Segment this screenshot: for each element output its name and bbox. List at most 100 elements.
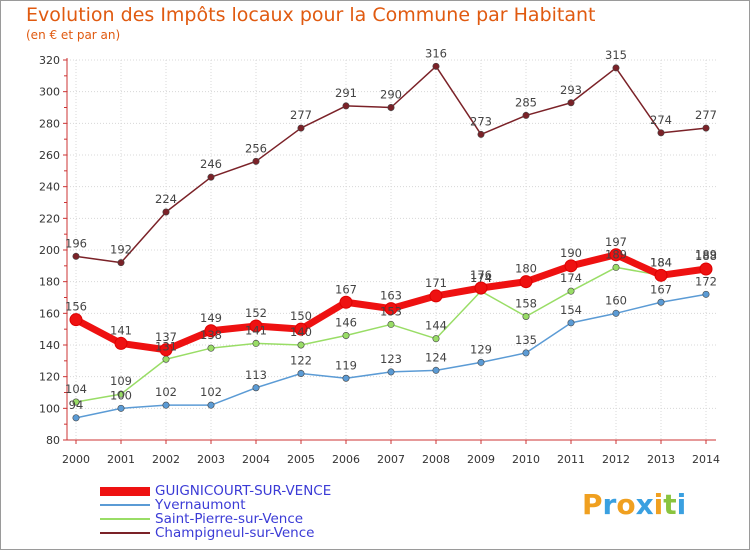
- x-tick-label: 2008: [422, 453, 450, 466]
- data-label-guignicourt-sur-vence: 176: [470, 268, 492, 282]
- data-label-champigneul-sur-vence: 277: [290, 108, 312, 122]
- data-label-champigneul-sur-vence: 293: [560, 83, 582, 97]
- y-tick-label: 100: [39, 402, 60, 415]
- legend-swatch-yvernaumont: [100, 504, 150, 506]
- x-tick-label: 2007: [377, 453, 405, 466]
- data-label-guignicourt-sur-vence: 141: [110, 323, 132, 337]
- data-label-saint-pierre-sur-vence: 109: [110, 374, 132, 388]
- x-tick-label: 2000: [62, 453, 90, 466]
- x-tick-label: 2013: [647, 453, 675, 466]
- data-label-yvernaumont: 113: [245, 368, 267, 382]
- x-tick-label: 2002: [152, 453, 180, 466]
- data-point-yvernaumont: [252, 384, 260, 392]
- data-label-saint-pierre-sur-vence: 174: [560, 271, 582, 285]
- logo-letter: x: [635, 488, 654, 521]
- data-label-champigneul-sur-vence: 224: [155, 192, 177, 206]
- data-label-saint-pierre-sur-vence: 140: [290, 325, 312, 339]
- data-label-champigneul-sur-vence: 273: [470, 114, 492, 128]
- y-tick-label: 180: [39, 276, 60, 289]
- data-point-guignicourt-sur-vence: [654, 268, 668, 282]
- logo-letter: P: [582, 488, 603, 521]
- data-point-yvernaumont: [297, 369, 305, 377]
- data-label-champigneul-sur-vence: 196: [65, 236, 87, 250]
- data-label-guignicourt-sur-vence: 184: [650, 255, 672, 269]
- data-label-yvernaumont: 122: [290, 354, 312, 368]
- logo-letter: i: [653, 488, 664, 521]
- data-label-yvernaumont: 172: [695, 274, 717, 288]
- data-point-yvernaumont: [342, 374, 350, 382]
- data-point-guignicourt-sur-vence: [429, 289, 443, 303]
- data-point-saint-pierre-sur-vence: [387, 320, 395, 328]
- data-point-yvernaumont: [117, 404, 125, 412]
- y-tick-label: 140: [39, 339, 60, 352]
- y-tick-label: 280: [39, 117, 60, 130]
- data-point-guignicourt-sur-vence: [699, 262, 713, 276]
- y-tick-label: 320: [39, 54, 60, 67]
- data-label-yvernaumont: 135: [515, 333, 537, 347]
- x-tick-label: 2004: [242, 453, 270, 466]
- y-tick-label: 80: [46, 434, 60, 447]
- data-label-champigneul-sur-vence: 274: [650, 113, 672, 127]
- data-label-saint-pierre-sur-vence: 146: [335, 316, 357, 330]
- data-point-yvernaumont: [432, 366, 440, 374]
- data-label-champigneul-sur-vence: 291: [335, 86, 357, 100]
- logo-letter: o: [616, 488, 636, 521]
- x-tick-label: 2006: [332, 453, 360, 466]
- axes: 80 100 120 140 160 180 200 220 240 260 280 300 320 20…: [39, 54, 720, 466]
- data-point-guignicourt-sur-vence: [294, 322, 308, 336]
- data-label-yvernaumont: 154: [560, 303, 582, 317]
- data-point-saint-pierre-sur-vence: [162, 355, 170, 363]
- data-label-champigneul-sur-vence: 256: [245, 141, 267, 155]
- data-point-yvernaumont: [567, 319, 575, 327]
- legend-item-saint-pierre: Saint-Pierre-sur-Vence: [100, 512, 331, 526]
- data-point-yvernaumont: [207, 401, 215, 409]
- data-point-saint-pierre-sur-vence: [297, 341, 305, 349]
- data-label-guignicourt-sur-vence: 171: [425, 276, 447, 290]
- data-label-saint-pierre-sur-vence: 184: [650, 255, 672, 269]
- data-point-guignicourt-sur-vence: [384, 302, 398, 316]
- y-tick-label: 300: [39, 86, 60, 99]
- data-point-yvernaumont: [387, 368, 395, 376]
- data-label-champigneul-sur-vence: 192: [110, 243, 132, 257]
- legend-label-champigneul: Champigneul-sur-Vence: [155, 525, 315, 541]
- data-label-guignicourt-sur-vence: 163: [380, 289, 402, 303]
- data-label-guignicourt-sur-vence: 188: [695, 249, 717, 263]
- data-label-saint-pierre-sur-vence: 138: [200, 328, 222, 342]
- legend-label-guignicourt: GUIGNICOURT-SUR-VENCE: [155, 483, 332, 499]
- data-point-champigneul-sur-vence: [567, 99, 575, 107]
- data-label-guignicourt-sur-vence: 156: [65, 300, 87, 314]
- data-label-saint-pierre-sur-vence: 131: [155, 339, 177, 353]
- data-point-yvernaumont: [657, 298, 665, 306]
- data-point-yvernaumont: [162, 401, 170, 409]
- data-label-yvernaumont: 160: [605, 293, 627, 307]
- y-tick-label: 160: [39, 307, 60, 320]
- data-point-champigneul-sur-vence: [342, 102, 350, 110]
- data-point-yvernaumont: [702, 290, 710, 298]
- data-label-yvernaumont: 167: [650, 282, 672, 296]
- y-tick-label: 220: [39, 212, 60, 225]
- legend-item-champigneul: Champigneul-sur-Vence: [100, 526, 331, 540]
- data-point-yvernaumont: [612, 309, 620, 317]
- data-point-guignicourt-sur-vence: [609, 248, 623, 262]
- data-point-champigneul-sur-vence: [657, 129, 665, 137]
- data-label-champigneul-sur-vence: 316: [425, 46, 447, 60]
- legend-label-saint-pierre: Saint-Pierre-sur-Vence: [155, 511, 304, 527]
- data-point-champigneul-sur-vence: [702, 124, 710, 132]
- data-point-yvernaumont: [477, 358, 485, 366]
- data-label-saint-pierre-sur-vence: 158: [515, 297, 537, 311]
- data-point-guignicourt-sur-vence: [474, 281, 488, 295]
- data-label-saint-pierre-sur-vence: 174: [470, 271, 492, 285]
- data-point-guignicourt-sur-vence: [69, 313, 83, 327]
- data-point-saint-pierre-sur-vence: [72, 398, 80, 406]
- data-labels: 196 192 224 246 256 277 291 290 316 273 285 293 315 2…: [65, 46, 717, 412]
- legend-swatch-guignicourt: [100, 486, 150, 496]
- x-tick-label: 2005: [287, 453, 315, 466]
- data-label-guignicourt-sur-vence: 150: [290, 309, 312, 323]
- data-label-saint-pierre-sur-vence: 189: [605, 247, 627, 261]
- data-point-champigneul-sur-vence: [387, 104, 395, 112]
- x-tick-label: 2010: [512, 453, 540, 466]
- data-label-yvernaumont: 102: [155, 385, 177, 399]
- chart-title: Evolution des Impôts locaux pour la Comm…: [26, 4, 596, 26]
- data-label-champigneul-sur-vence: 315: [605, 48, 627, 62]
